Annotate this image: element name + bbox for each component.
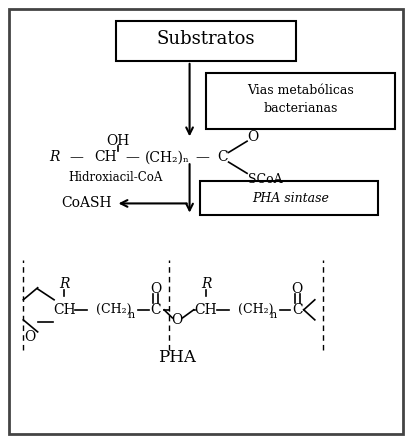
Text: O: O (172, 313, 183, 327)
Text: O: O (25, 330, 36, 344)
Text: n: n (128, 310, 135, 320)
Text: O: O (248, 130, 259, 144)
Text: Vias metabólicas
bacterianas: Vias metabólicas bacterianas (247, 84, 354, 115)
Text: C: C (217, 150, 228, 164)
Text: R: R (201, 277, 211, 291)
Text: —: — (125, 150, 139, 164)
Text: SCoA: SCoA (248, 173, 283, 186)
Text: C: C (292, 303, 302, 317)
Text: CH: CH (94, 150, 117, 164)
Text: n: n (269, 310, 276, 320)
Text: OH: OH (106, 134, 129, 148)
Text: (CH₂): (CH₂) (238, 303, 273, 316)
Text: (CH₂)ₙ: (CH₂)ₙ (145, 150, 190, 164)
FancyBboxPatch shape (116, 21, 296, 61)
Text: PHA: PHA (158, 350, 196, 366)
Text: R: R (49, 150, 59, 164)
Text: CH: CH (195, 303, 217, 317)
Text: CH: CH (53, 303, 76, 317)
Text: (CH₂): (CH₂) (96, 303, 131, 316)
Text: —: — (195, 150, 209, 164)
Text: PHA sintase: PHA sintase (252, 192, 329, 205)
Text: —: — (70, 150, 84, 164)
Text: O: O (150, 282, 162, 296)
Text: R: R (59, 277, 70, 291)
Text: CoASH: CoASH (62, 196, 112, 210)
Text: Substratos: Substratos (157, 30, 255, 48)
FancyBboxPatch shape (206, 73, 395, 129)
Text: Hidroxiacil-CoA: Hidroxiacil-CoA (68, 171, 163, 184)
FancyBboxPatch shape (9, 9, 403, 434)
Text: O: O (292, 282, 303, 296)
Text: C: C (151, 303, 161, 317)
FancyBboxPatch shape (200, 181, 379, 215)
